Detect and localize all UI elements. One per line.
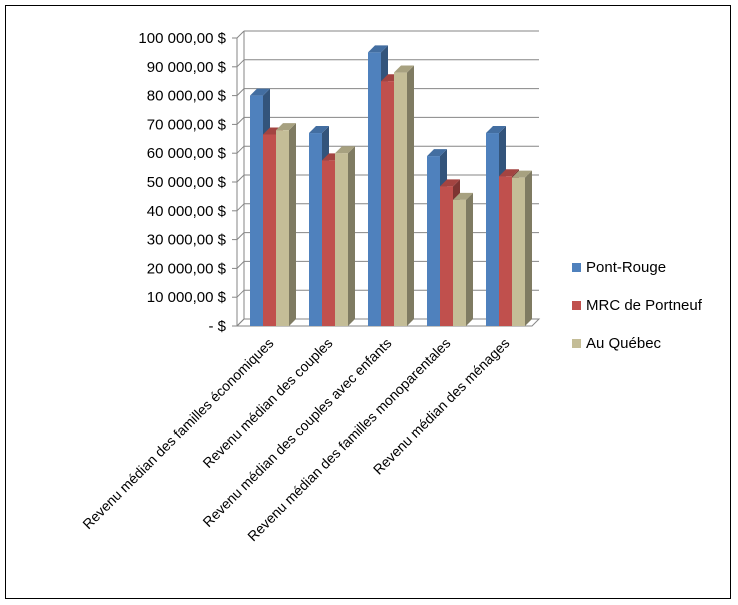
bar	[276, 123, 296, 326]
bar-top	[394, 65, 414, 73]
legend-swatch	[572, 301, 581, 310]
bar-top	[440, 179, 460, 187]
bar-front	[427, 156, 440, 326]
legend-item: Pont-Rouge	[572, 259, 666, 276]
y-tick-label: 100 000,00 $	[138, 30, 226, 47]
bar-side	[466, 192, 473, 326]
legend: Pont-Rouge MRC de Portneuf Au Québec	[572, 259, 703, 352]
bar-side	[348, 146, 355, 326]
legend-item: Au Québec	[572, 335, 662, 352]
bar-front	[486, 133, 499, 326]
bar-top	[335, 146, 355, 154]
y-tick-label: 50 000,00 $	[147, 174, 227, 191]
gridline-side	[236, 232, 245, 240]
bar-side	[525, 170, 532, 326]
bar-top	[512, 170, 532, 178]
bar-front	[335, 153, 348, 326]
gridline-side	[236, 88, 245, 96]
bar	[394, 65, 414, 326]
bar-front	[499, 176, 512, 326]
gridline-side	[236, 174, 245, 183]
bar	[335, 146, 355, 326]
y-tick-label: - $	[208, 318, 226, 335]
bar-top	[276, 123, 296, 131]
y-tick-label: 60 000,00 $	[147, 145, 227, 162]
y-tick-label: 30 000,00 $	[147, 232, 227, 249]
legend-label: MRC de Portneuf	[586, 297, 703, 314]
y-tick-label: 10 000,00 $	[147, 289, 227, 306]
gridline-side	[236, 59, 245, 68]
bar-front	[368, 52, 381, 327]
gridline-side	[236, 30, 245, 39]
bar-front	[263, 134, 276, 326]
legend-label: Au Québec	[586, 335, 662, 352]
gridline-side	[236, 203, 245, 212]
bar-front	[381, 81, 394, 326]
legend-swatch	[572, 263, 581, 272]
bar-front	[276, 130, 289, 326]
bar-front	[453, 199, 466, 326]
gridline-side	[236, 145, 245, 154]
x-axis-categories: Revenu médian des familles économiquesRe…	[79, 335, 512, 544]
legend-swatch	[572, 339, 581, 348]
bar-top	[499, 169, 519, 177]
bar-front	[250, 95, 263, 326]
gridline-side	[236, 261, 245, 269]
bar-top	[309, 126, 329, 134]
y-tick-label: 40 000,00 $	[147, 203, 227, 220]
bar-front	[512, 177, 525, 326]
bar-front	[309, 133, 322, 326]
bar-top	[368, 45, 388, 53]
y-tick-label: 80 000,00 $	[147, 88, 227, 105]
bar-top	[250, 88, 270, 96]
bar-top	[486, 126, 506, 134]
bars	[250, 45, 532, 327]
gridline-side	[236, 289, 245, 298]
bar-side	[407, 65, 414, 326]
bar-front	[322, 160, 335, 326]
bar-front	[394, 72, 407, 326]
legend-item: MRC de Portneuf	[572, 297, 703, 314]
y-tick-label: 20 000,00 $	[147, 260, 227, 277]
gridline-side	[236, 117, 245, 125]
bar-top	[453, 192, 473, 200]
bar	[512, 170, 532, 326]
bar-front	[440, 186, 453, 326]
bar	[453, 192, 473, 326]
legend-label: Pont-Rouge	[586, 259, 666, 276]
bar-side	[289, 123, 296, 326]
y-tick-label: 70 000,00 $	[147, 116, 227, 133]
y-tick-label: 90 000,00 $	[147, 59, 227, 76]
bar-top	[427, 149, 447, 157]
y-axis-ticks: - $ 10 000,00 $ 20 000,00 $ 30 000,00 $ 40 0…	[138, 30, 237, 335]
x-category-label: Revenu médian des familles monoparentale…	[244, 335, 453, 544]
